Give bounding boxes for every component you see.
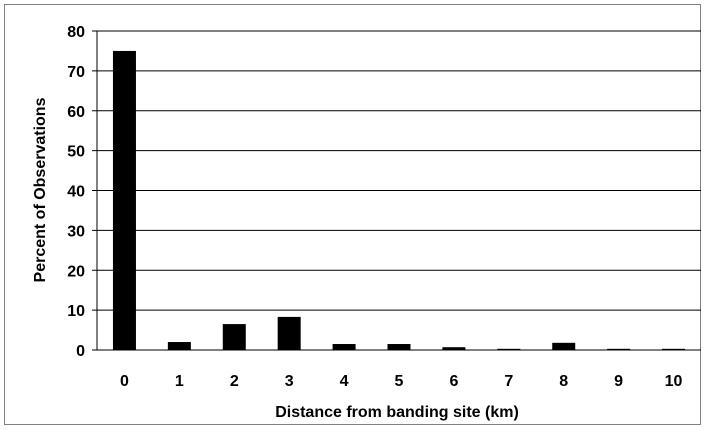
bars	[112, 50, 686, 350]
bar-5	[387, 344, 411, 350]
y-tick-label: 80	[67, 24, 85, 41]
x-tick-labels: 0 1 2 3 4 5 6 7 8 9 10	[120, 373, 683, 390]
bar-3	[277, 316, 301, 350]
x-tick-label: 6	[449, 373, 458, 390]
y-tick-label: 60	[67, 104, 85, 121]
gridlines	[92, 30, 701, 351]
bar-9	[607, 348, 631, 350]
bar-8	[552, 342, 576, 350]
y-tick-label: 70	[67, 64, 85, 81]
x-tick-label: 3	[285, 373, 294, 390]
y-tick-label: 10	[67, 303, 85, 320]
bar-10	[662, 348, 686, 350]
bar-1	[167, 342, 191, 350]
x-tick-label: 9	[614, 373, 623, 390]
x-tick-label: 1	[175, 373, 184, 390]
y-tick-label: 30	[67, 223, 85, 240]
x-tick-label: 8	[559, 373, 568, 390]
x-axis-title: Distance from banding site (km)	[275, 404, 519, 421]
x-tick-label: 2	[230, 373, 239, 390]
bar-7	[497, 348, 521, 350]
y-tick-labels: 0 10 20 30 40 50 60 70 80	[67, 24, 85, 360]
y-axis-title: Percent of Observations	[32, 97, 49, 282]
y-tick-label: 50	[67, 144, 85, 161]
x-tick-label: 5	[395, 373, 404, 390]
x-tick-label: 0	[120, 373, 129, 390]
bar-0	[112, 50, 136, 350]
bar-6	[442, 347, 466, 350]
x-tick-label: 7	[504, 373, 513, 390]
x-tick-label: 4	[340, 373, 349, 390]
bar-2	[222, 324, 246, 350]
bar-4	[332, 344, 356, 350]
y-tick-label: 0	[76, 343, 85, 360]
x-tick-label: 10	[665, 373, 683, 390]
y-tick-label: 40	[67, 184, 85, 201]
y-tick-label: 20	[67, 263, 85, 280]
